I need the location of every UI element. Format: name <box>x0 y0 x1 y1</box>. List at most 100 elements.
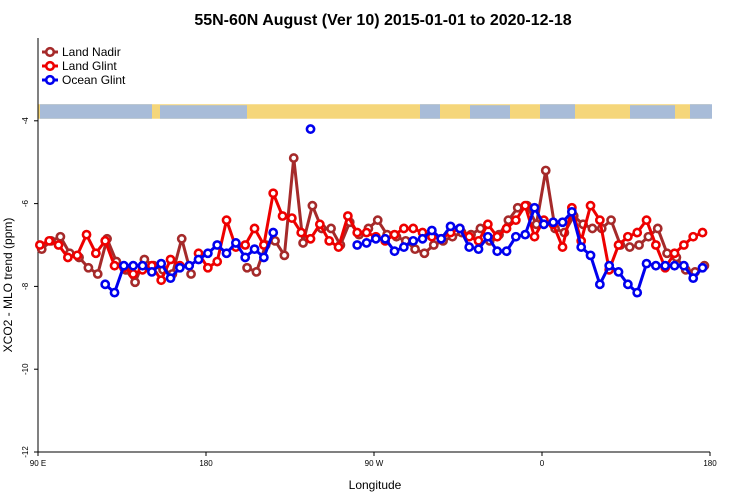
data-point <box>109 287 120 298</box>
data-point <box>146 267 157 277</box>
legend-marker <box>44 46 56 58</box>
legend-label: Ocean Glint <box>62 73 126 87</box>
data-point <box>650 260 661 271</box>
data-point <box>669 260 680 271</box>
data-point <box>372 215 383 226</box>
data-point <box>697 227 708 238</box>
data-point <box>613 240 624 250</box>
data-point <box>242 262 252 273</box>
data-point <box>501 246 512 257</box>
data-point <box>650 240 661 250</box>
data-point <box>398 223 409 234</box>
data-point <box>540 165 551 176</box>
data-point <box>606 215 616 226</box>
data-point <box>632 287 643 298</box>
strip-ocean-segment <box>690 104 712 119</box>
data-point <box>109 260 120 271</box>
data-point <box>501 223 512 234</box>
data-point <box>688 273 699 284</box>
data-point <box>137 260 148 271</box>
data-point <box>361 238 372 248</box>
data-point <box>482 219 493 230</box>
data-point <box>634 240 644 250</box>
data-point <box>538 219 549 230</box>
data-point <box>529 231 540 242</box>
strip-ocean-segment <box>420 104 440 119</box>
data-point <box>352 227 363 238</box>
data-point <box>202 248 213 259</box>
data-point <box>576 242 587 252</box>
data-point <box>520 200 531 211</box>
data-point <box>165 273 176 284</box>
data-point <box>72 250 83 261</box>
data-point <box>186 269 196 279</box>
series-layer <box>34 124 710 298</box>
data-point <box>419 248 430 259</box>
data-point <box>286 213 297 223</box>
data-point <box>482 231 493 242</box>
data-point <box>258 252 269 263</box>
series-line <box>246 156 706 274</box>
data-point <box>624 242 635 252</box>
data-point <box>314 219 325 230</box>
data-point <box>296 227 307 238</box>
data-point <box>202 262 213 273</box>
x-tick-label: 90 E <box>30 459 46 468</box>
data-point <box>585 250 596 261</box>
data-point <box>428 240 439 250</box>
data-point <box>174 262 185 273</box>
data-point <box>221 248 232 259</box>
data-point <box>128 260 139 271</box>
data-point <box>44 235 55 246</box>
y-tick-label: -12 <box>21 446 30 458</box>
data-point <box>408 235 419 246</box>
x-tick-label: 0 <box>540 459 545 468</box>
data-point <box>83 262 94 273</box>
data-point <box>307 200 318 211</box>
strip-ocean-segment <box>630 105 675 119</box>
data-point <box>352 240 363 250</box>
x-tick-label: 90 W <box>365 459 384 468</box>
data-point <box>622 231 633 242</box>
data-point <box>678 260 689 271</box>
data-point <box>417 233 428 244</box>
data-point <box>660 260 671 271</box>
data-point <box>464 242 475 252</box>
data-point <box>492 246 503 257</box>
chart-title: 55N-60N August (Ver 10) 2015-01-01 to 20… <box>194 12 571 29</box>
data-point <box>230 238 241 248</box>
data-point <box>557 242 568 252</box>
data-point <box>62 252 73 263</box>
data-point <box>90 248 101 259</box>
legend-marker <box>44 74 56 86</box>
data-point <box>697 262 708 273</box>
y-axis-label: XCO2 - MLO trend (ppm) <box>1 218 15 353</box>
data-point <box>184 260 195 271</box>
data-point <box>662 248 672 259</box>
data-point <box>585 200 596 211</box>
data-point <box>240 240 251 250</box>
legend-marker <box>44 60 56 72</box>
legend-label: Land Glint <box>62 59 117 73</box>
x-tick-label: 180 <box>703 459 717 468</box>
data-point <box>277 211 288 221</box>
y-tick-label: -8 <box>21 282 30 290</box>
data-point <box>118 260 129 271</box>
data-point <box>288 153 299 163</box>
data-point <box>678 240 689 250</box>
data-point <box>566 206 577 217</box>
data-point <box>249 244 260 255</box>
data-point <box>669 248 680 259</box>
data-point <box>594 279 605 290</box>
x-tick-label: 180 <box>199 459 213 468</box>
data-point <box>632 227 643 238</box>
data-point <box>55 231 66 242</box>
data-point <box>279 250 290 261</box>
data-point <box>100 279 111 290</box>
data-point <box>454 223 465 234</box>
data-point <box>53 240 64 250</box>
y-tick-label: -10 <box>21 363 30 375</box>
data-point <box>436 233 447 244</box>
